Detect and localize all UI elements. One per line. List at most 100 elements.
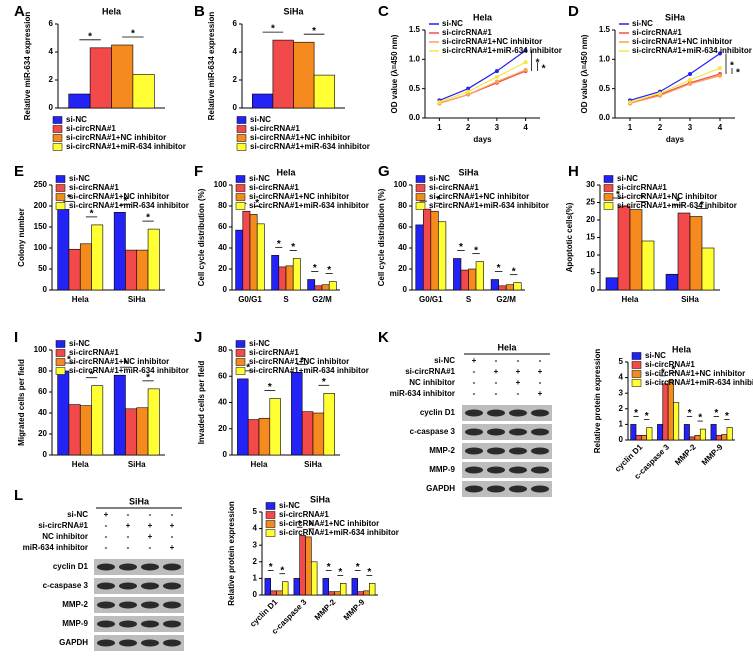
- x-tick-label: 1: [437, 123, 442, 132]
- blot-band: [465, 466, 483, 474]
- legend-swatch: [55, 349, 66, 357]
- blot-band: [531, 428, 549, 436]
- point: [688, 81, 692, 86]
- bar: [272, 39, 294, 109]
- condition-sign: +: [104, 510, 109, 519]
- chart-title: SiHa: [310, 494, 331, 504]
- blot-band: [163, 620, 181, 628]
- blot-band: [141, 620, 159, 628]
- condition-label: si-circRNA#1: [405, 367, 455, 376]
- legend-label: si-NC: [632, 19, 653, 28]
- point: [523, 60, 528, 65]
- legend-label: si-circRNA#1+miR-634 inhibitor: [69, 201, 189, 210]
- blot-band: [119, 582, 137, 590]
- chart-title: Hela: [672, 344, 692, 354]
- legend-label: si-circRNA#1+miR-634 inhibitor: [249, 366, 369, 375]
- significance-star: *: [300, 356, 304, 367]
- y-tick-label: 4: [253, 524, 258, 533]
- legend-swatch: [415, 175, 426, 183]
- point: [628, 100, 632, 105]
- significance-star: *: [67, 193, 71, 204]
- y-tick-label: 80: [218, 345, 227, 354]
- y-axis-label: Relative protein expression: [593, 349, 602, 454]
- bar: [683, 424, 690, 441]
- legend-swatch: [415, 193, 426, 201]
- bar: [68, 404, 81, 456]
- band-label: MMP-9: [429, 465, 455, 474]
- condition-label: si-circRNA#1: [38, 521, 88, 530]
- legend-label: si-circRNA#1: [249, 183, 299, 192]
- band-label: MMP-2: [429, 446, 455, 455]
- y-tick-label: 0: [223, 450, 228, 459]
- y-tick-label: 25: [586, 198, 595, 207]
- y-tick-label: 60: [218, 371, 227, 380]
- y-tick-label: 0: [253, 590, 258, 599]
- bar: [617, 205, 631, 291]
- bar: [415, 224, 424, 291]
- x-tick-label: SiHa: [681, 295, 699, 304]
- legend-label: si-NC: [249, 339, 270, 348]
- bar: [89, 47, 112, 109]
- bar: [278, 266, 287, 291]
- legend-label: si-circRNA#1+NC inhibitor: [66, 133, 166, 142]
- legend-label: si-NC: [250, 115, 271, 124]
- bar: [249, 214, 258, 291]
- bar: [321, 284, 330, 291]
- bar: [91, 385, 104, 456]
- blot-band: [487, 409, 505, 417]
- point: [718, 73, 722, 78]
- significance-star: *: [123, 196, 127, 207]
- condition-sign: -: [495, 389, 498, 398]
- bar: [147, 388, 160, 456]
- legend-label: si-circRNA#1+NC inhibitor: [617, 192, 717, 201]
- condition-sign: +: [494, 367, 499, 376]
- legend-swatch: [55, 340, 66, 348]
- bar: [258, 417, 271, 456]
- blot-band: [141, 563, 159, 571]
- condition-sign: +: [516, 378, 521, 387]
- line: [439, 70, 526, 104]
- x-tick-label: 3: [495, 123, 500, 132]
- y-tick-label: 150: [34, 222, 48, 231]
- x-axis-label: days: [473, 135, 492, 144]
- y-axis-label: OD value (λ=450 nm): [580, 34, 589, 113]
- y-tick-label: 80: [38, 366, 47, 375]
- y-tick-label: 5: [619, 357, 624, 366]
- legend-label: si-circRNA#1+miR-634 inhibitor: [617, 201, 737, 210]
- line: [629, 75, 721, 104]
- blot-band: [163, 582, 181, 590]
- significance-star: *: [474, 245, 478, 256]
- condition-sign: -: [517, 389, 520, 398]
- line: [439, 69, 526, 104]
- x-tick-label: SiHa: [304, 460, 322, 469]
- condition-label: si-NC: [434, 356, 455, 365]
- point: [437, 100, 442, 105]
- legend-swatch: [236, 116, 247, 124]
- y-axis-label: Invaded cells per field: [197, 361, 206, 445]
- y-tick-label: 0.0: [599, 113, 611, 122]
- significance-star: *: [672, 364, 676, 375]
- blot-band: [97, 639, 115, 647]
- bar: [498, 285, 507, 291]
- x-tick-label: 4: [523, 123, 528, 132]
- point: [466, 92, 471, 97]
- bar: [646, 427, 653, 441]
- legend-label: si-circRNA#1: [249, 348, 299, 357]
- blot-band: [119, 563, 137, 571]
- point: [494, 69, 499, 74]
- y-tick-label: 40: [398, 243, 407, 252]
- y-tick-label: 20: [398, 264, 407, 273]
- bar: [726, 427, 733, 441]
- significance-star: *: [327, 562, 331, 573]
- x-tick-label: S: [466, 295, 472, 304]
- legend-swatch: [603, 175, 614, 183]
- bar: [490, 279, 499, 291]
- y-tick-label: 2: [619, 404, 624, 413]
- legend-label: si-circRNA#1+NC inhibitor: [442, 37, 542, 46]
- bar: [629, 209, 643, 291]
- legend-label: si-circRNA#1+NC inhibitor: [279, 519, 379, 528]
- bar: [322, 578, 329, 596]
- bar: [235, 229, 244, 291]
- condition-label: miR-634 inhibitor: [23, 543, 88, 552]
